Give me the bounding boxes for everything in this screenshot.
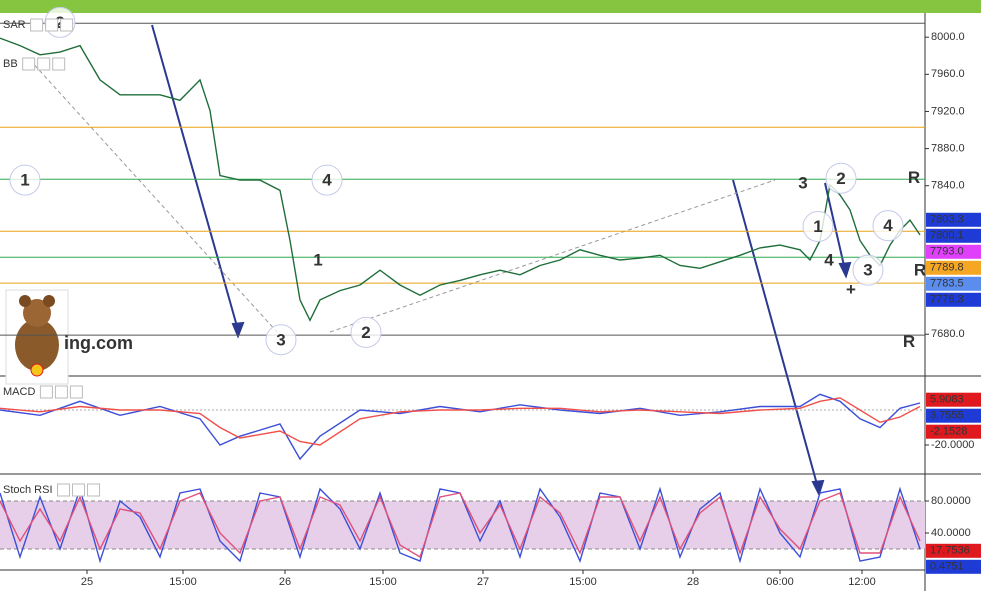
- y-tick-label: 40.0000: [931, 527, 971, 539]
- indicator-button: [57, 483, 71, 497]
- x-tick-label: 15:00: [569, 576, 597, 588]
- wave-label: 3: [276, 330, 285, 349]
- price-label: 0.4751: [930, 561, 964, 573]
- indicator-button: [39, 385, 53, 399]
- price-label-box: [926, 408, 981, 423]
- price-label: 7783.5: [930, 278, 964, 290]
- wave-circle: [9, 164, 41, 196]
- price-label: 3.7555: [930, 410, 964, 422]
- wave-label: 3: [798, 173, 807, 192]
- x-tick-label: 28: [687, 576, 699, 588]
- y-tick-label: 7840.0: [931, 180, 965, 192]
- indicator-button: [37, 57, 51, 71]
- indicator-button: [69, 385, 83, 399]
- x-tick-label: 15:00: [169, 576, 197, 588]
- x-tick-label: 06:00: [766, 576, 794, 588]
- indicator-button: [72, 483, 86, 497]
- indicator-name: SAR: [3, 19, 26, 31]
- price-label-box: [926, 424, 981, 439]
- x-tick-label: 12:00: [848, 576, 876, 588]
- y-tick-label: 7920.0: [931, 105, 965, 117]
- indicator-button: [60, 18, 74, 32]
- wave-circle: [825, 162, 857, 194]
- wave-label: 2: [55, 13, 64, 32]
- price-label-box: [926, 228, 981, 243]
- x-tick-label: 27: [477, 576, 489, 588]
- price-label-box: [926, 292, 981, 307]
- price-label: 7776.3: [930, 294, 964, 306]
- wave-label: 1: [313, 250, 322, 269]
- wave-label: 3: [863, 261, 872, 280]
- indicator-button: [30, 18, 44, 32]
- indicator-name: Stoch RSI: [3, 484, 53, 496]
- series-line: [0, 37, 921, 322]
- y-tick-label: -20.0000: [931, 439, 974, 451]
- price-label-box: [926, 260, 981, 275]
- price-label: 7803.3: [930, 214, 964, 226]
- indicator-button: [45, 18, 59, 32]
- price-label: 7789.8: [930, 262, 964, 274]
- price-label: 17.7536: [930, 545, 970, 557]
- series-line: [0, 397, 921, 446]
- wave-circle: [265, 324, 297, 356]
- y-tick-label: 7960.0: [931, 68, 965, 80]
- indicator-button: [22, 57, 36, 71]
- y-tick-label: 7880.0: [931, 142, 965, 154]
- dashed-guides: [29, 59, 776, 334]
- wave-label: R: [908, 168, 920, 187]
- series-line: [0, 492, 921, 559]
- wave-label: 4: [322, 171, 332, 190]
- price-label-box: [926, 543, 981, 558]
- wave-circle: [872, 210, 904, 242]
- price-label-box: [926, 559, 981, 574]
- indicator-name: BB: [3, 58, 18, 70]
- price-label: 7793.0: [930, 246, 964, 258]
- x-tick-label: 15:00: [369, 576, 397, 588]
- price-label: -2.1528: [930, 426, 967, 438]
- teddy-logo: [5, 289, 69, 385]
- price-label-box: [926, 212, 981, 227]
- price-label-box: [926, 392, 981, 407]
- price-label: 7800.1: [930, 230, 964, 242]
- wave-label: 2: [836, 169, 845, 188]
- wave-label: R: [914, 261, 926, 280]
- wave-circle: [350, 316, 382, 348]
- wave-label: R: [903, 332, 915, 351]
- indicator-button: [52, 57, 66, 71]
- wave-label: 4: [824, 250, 834, 269]
- indicator-button: [87, 483, 101, 497]
- watermark: ing.com: [64, 333, 133, 353]
- band: [0, 501, 925, 549]
- y-tick-label: 80.0000: [931, 495, 971, 507]
- wave-label: 1: [813, 217, 822, 236]
- price-label-box: [926, 244, 981, 259]
- wave-circle: [311, 164, 343, 196]
- indicator-button: [54, 385, 68, 399]
- x-tick-label: 25: [81, 576, 93, 588]
- wave-label: 1: [20, 171, 29, 190]
- wave-label: 4: [883, 216, 893, 235]
- wave-circle: [852, 254, 884, 286]
- wave-label: 2: [361, 323, 370, 342]
- y-tick-label: 8000.0: [931, 31, 965, 43]
- x-tick-label: 26: [279, 576, 291, 588]
- y-tick-label: 7680.0: [931, 328, 965, 340]
- indicator-name: MACD: [3, 386, 35, 398]
- series-line: [0, 393, 921, 461]
- wave-label: +: [846, 280, 856, 299]
- wave-circle: [802, 211, 834, 243]
- top-bar: [0, 0, 981, 13]
- price-label: 5.9083: [930, 394, 964, 406]
- price-label-box: [926, 276, 981, 291]
